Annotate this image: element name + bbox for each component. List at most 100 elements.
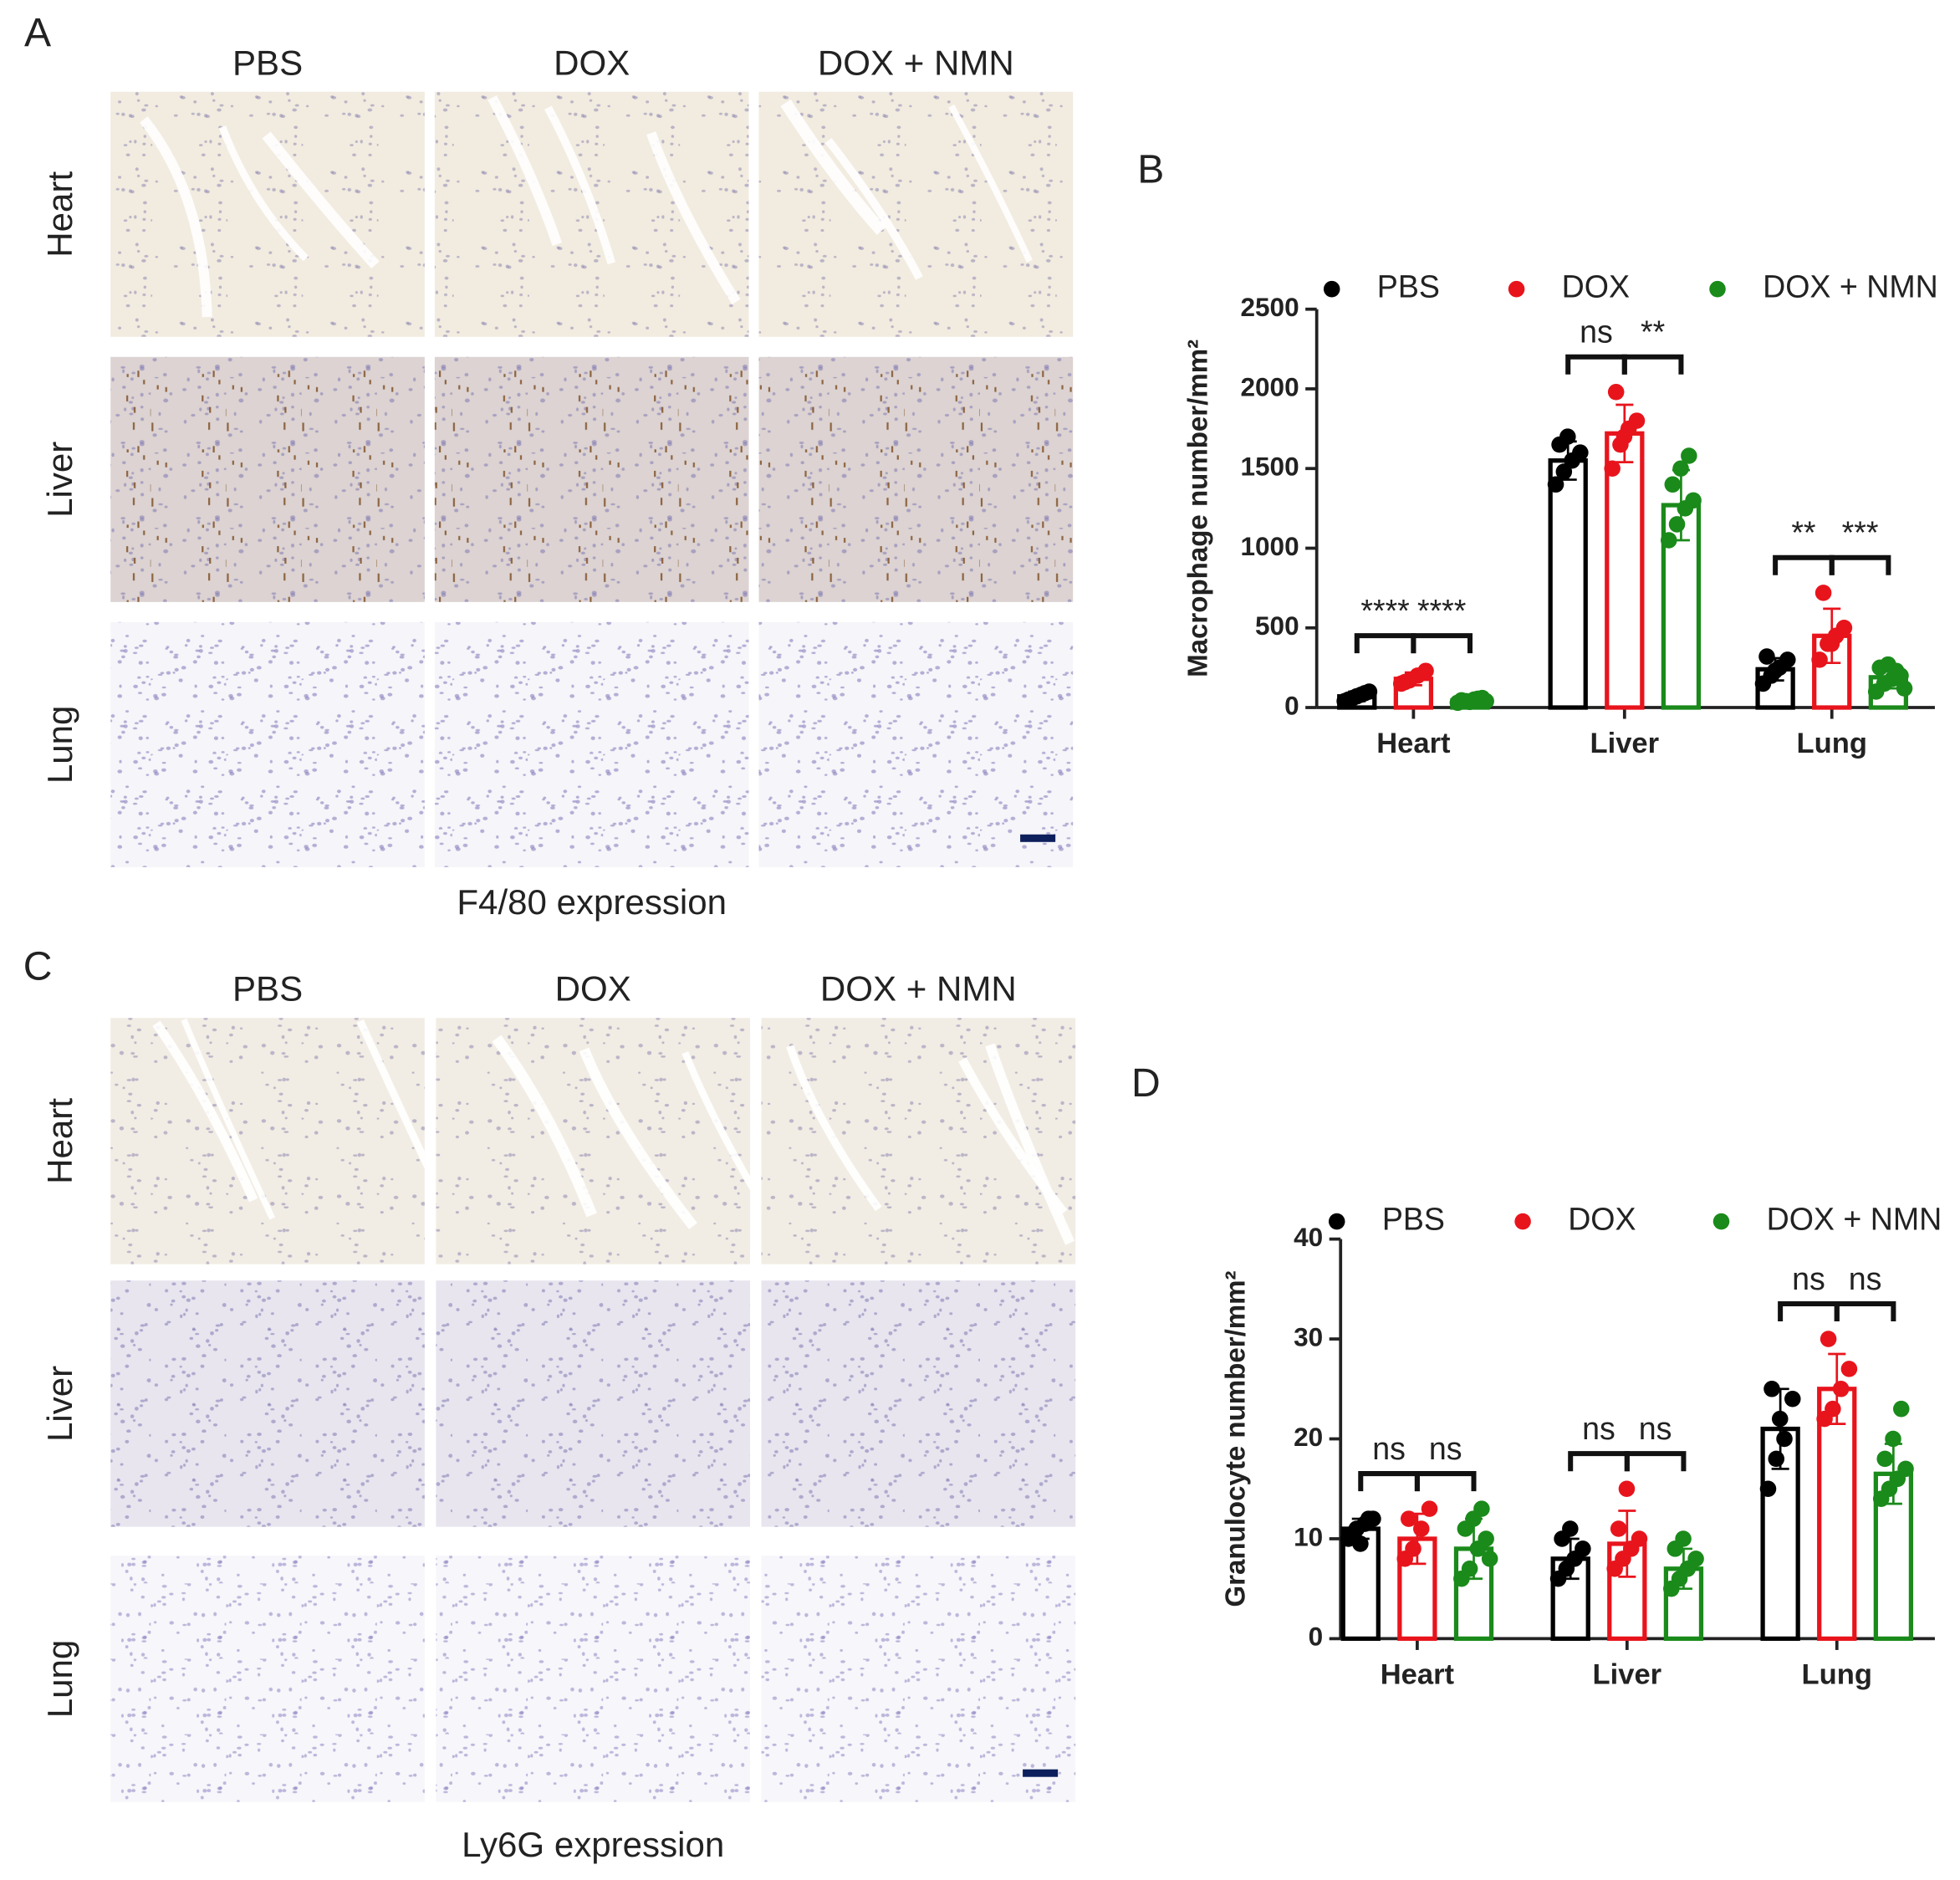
histology-texture xyxy=(110,1280,425,1527)
significance-bracket xyxy=(1829,554,1891,575)
significance-bracket xyxy=(1414,1471,1477,1492)
bar xyxy=(1605,431,1645,710)
data-point xyxy=(1840,1361,1858,1377)
legend-marker xyxy=(1508,280,1525,298)
panel-letter: D xyxy=(1131,1060,1161,1106)
tissue-gap xyxy=(824,137,923,280)
y-tick-label: 2500 xyxy=(1240,292,1299,322)
significance-bracket xyxy=(1621,354,1684,375)
y-axis-title: Macrophage number/mm² xyxy=(1183,340,1214,677)
data-point xyxy=(1832,1381,1850,1397)
data-point xyxy=(1759,1480,1777,1498)
legend-marker xyxy=(1323,280,1340,298)
data-point xyxy=(1820,1331,1837,1347)
tissue-gap xyxy=(487,95,563,246)
data-point xyxy=(1876,1450,1893,1468)
tissue-gap xyxy=(544,105,615,265)
data-point xyxy=(1604,460,1621,478)
significance-bracket xyxy=(1354,633,1416,654)
histology-texture xyxy=(761,1280,1076,1527)
legend-marker xyxy=(1709,280,1726,298)
significance-label: ns xyxy=(1792,1261,1825,1296)
row-label: Liver xyxy=(40,442,79,518)
column-header: DOX xyxy=(554,43,630,82)
y-tick-label: 0 xyxy=(1309,1622,1324,1652)
histology-texture xyxy=(436,1280,751,1527)
data-point xyxy=(1618,1480,1636,1498)
data-point xyxy=(1685,492,1702,509)
scale-bar xyxy=(1023,1769,1059,1777)
data-point xyxy=(1610,1520,1627,1537)
bar xyxy=(1760,1426,1800,1642)
y-tick-label: 0 xyxy=(1284,690,1299,720)
data-point xyxy=(1897,1460,1914,1478)
column-header: DOX xyxy=(555,969,631,1009)
y-tick-label: 1000 xyxy=(1240,531,1299,561)
x-tick-label: Heart xyxy=(1376,728,1451,759)
data-point xyxy=(1823,636,1840,652)
legend-marker xyxy=(1328,1213,1345,1230)
tissue-gap xyxy=(985,1043,1075,1245)
column-header: PBS xyxy=(232,43,303,82)
data-point xyxy=(1784,1390,1801,1407)
bar xyxy=(1548,458,1588,710)
legend-label: DOX xyxy=(1568,1201,1636,1236)
significance-bracket xyxy=(1773,554,1835,575)
data-point xyxy=(1400,1510,1417,1527)
data-point xyxy=(1559,428,1576,445)
y-tick-label: 30 xyxy=(1294,1321,1323,1351)
row-label: Heart xyxy=(40,171,79,258)
tissue-gap xyxy=(492,1035,597,1218)
data-point xyxy=(1421,1500,1438,1517)
data-point xyxy=(1687,1550,1704,1567)
tissue-gap xyxy=(140,116,212,318)
significance-label: ns xyxy=(1429,1431,1462,1466)
data-point xyxy=(1478,1530,1494,1547)
x-tick-label: Heart xyxy=(1381,1659,1455,1691)
significance-label: ns xyxy=(1580,314,1613,350)
data-point xyxy=(1572,444,1589,461)
data-point xyxy=(1811,651,1828,668)
legend-label: DOX xyxy=(1562,269,1630,304)
tissue-gap xyxy=(218,125,309,262)
tissue-gap xyxy=(948,104,1033,263)
data-point xyxy=(1631,1530,1648,1547)
data-point xyxy=(1766,662,1784,679)
data-point xyxy=(1825,1400,1841,1418)
histology-texture xyxy=(761,1556,1076,1802)
data-point xyxy=(1607,384,1625,401)
data-point xyxy=(1547,476,1564,493)
significance-label: **** xyxy=(1417,593,1467,628)
legend-marker xyxy=(1514,1213,1531,1230)
data-point xyxy=(1896,680,1913,697)
column-header: PBS xyxy=(232,969,303,1009)
y-tick-label: 10 xyxy=(1294,1521,1323,1551)
data-point xyxy=(1887,662,1905,679)
histology-texture xyxy=(436,1018,751,1264)
legend-label: PBS xyxy=(1377,269,1440,304)
data-point xyxy=(1413,1520,1430,1537)
tissue-gap xyxy=(152,1020,258,1203)
tissue-gap xyxy=(958,1057,1068,1216)
data-point xyxy=(1575,1540,1591,1557)
tissue-gap xyxy=(579,1047,697,1229)
data-point xyxy=(1668,516,1686,533)
scale-bar xyxy=(1020,834,1056,842)
significance-label: ns xyxy=(1639,1411,1672,1446)
significance-bracket xyxy=(1358,1471,1420,1492)
significance-label: *** xyxy=(1842,515,1879,550)
data-point xyxy=(1763,1381,1780,1397)
tissue-gap xyxy=(262,131,380,269)
histology-texture xyxy=(434,356,749,602)
panel-caption: Ly6G expression xyxy=(462,1825,724,1864)
row-label: Liver xyxy=(40,1366,79,1442)
significance-label: ns xyxy=(1582,1411,1615,1446)
histology-texture xyxy=(110,1556,425,1802)
histology-texture xyxy=(110,621,425,867)
column-header: DOX + NMN xyxy=(818,43,1014,82)
y-tick-label: 40 xyxy=(1294,1222,1323,1252)
x-tick-label: Lung xyxy=(1802,1659,1872,1691)
histology-texture xyxy=(436,1556,751,1802)
tissue-gap xyxy=(681,1051,771,1214)
